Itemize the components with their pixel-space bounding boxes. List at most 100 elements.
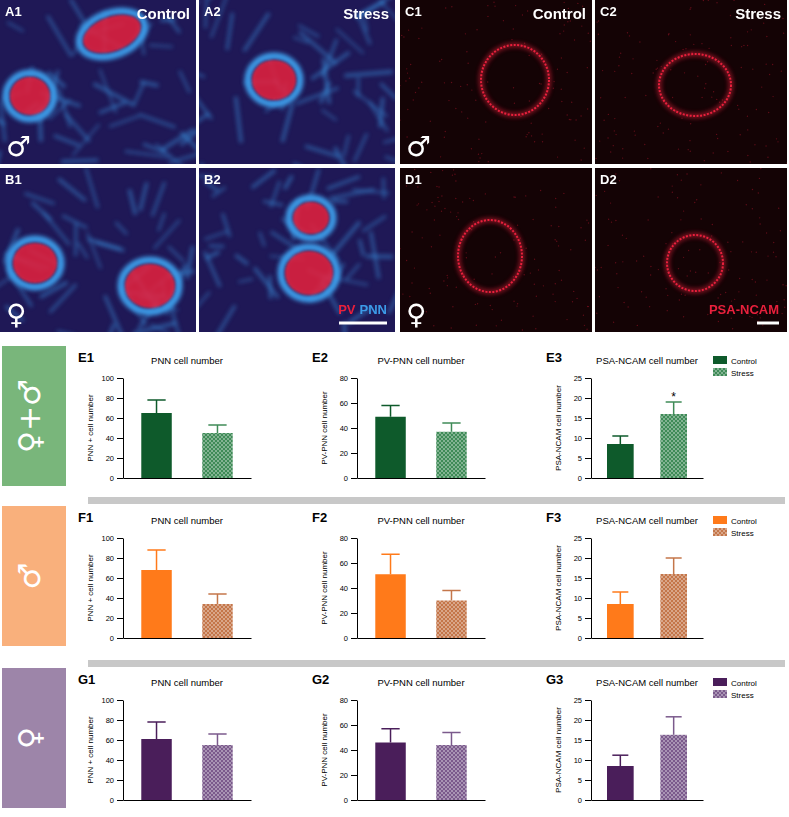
texture-fiber <box>99 102 126 113</box>
texture-dot <box>747 155 748 156</box>
image-content <box>0 0 196 164</box>
texture-dot <box>655 68 656 69</box>
y-tick-label: 60 <box>106 414 114 423</box>
cell <box>9 239 61 287</box>
texture-dot <box>572 301 573 302</box>
y-tick: 20 <box>340 771 357 780</box>
texture-dot <box>543 285 544 286</box>
texture-dot <box>707 61 708 62</box>
texture-dot <box>752 68 753 69</box>
plot-marks <box>141 722 232 800</box>
texture-dot <box>406 260 407 261</box>
error-bar-cap <box>612 591 628 593</box>
texture-fiber <box>109 116 139 127</box>
texture-fiber <box>199 1 200 10</box>
texture <box>0 0 196 164</box>
y-tick-mark <box>585 760 591 761</box>
y-tick-label: 15 <box>574 414 582 423</box>
error-bar-stem <box>156 400 158 413</box>
y-tick: 40 <box>340 584 357 593</box>
texture-dot <box>559 33 560 34</box>
texture-dot <box>610 202 611 203</box>
texture-dot <box>656 60 657 61</box>
texture-dot <box>604 191 605 192</box>
texture-dot <box>722 99 723 100</box>
y-tick: 80 <box>106 554 123 563</box>
scale-bar <box>757 322 779 325</box>
texture-fiber <box>293 163 319 164</box>
texture-dot <box>534 284 535 285</box>
error-bar <box>147 550 165 570</box>
y-tick-mark <box>117 800 123 801</box>
texture-dot <box>478 154 479 155</box>
texture-dot <box>602 70 603 71</box>
y-tick-mark <box>351 700 357 701</box>
error-bar <box>381 729 399 743</box>
y-tick: 0 <box>344 796 357 805</box>
y-tick-mark <box>117 760 123 761</box>
texture-fiber <box>125 151 171 157</box>
texture-dot <box>781 313 782 314</box>
texture-dot <box>456 216 457 217</box>
image-background <box>400 168 592 332</box>
image-panel: C2Stress <box>595 0 788 164</box>
texture-dot <box>632 58 633 59</box>
texture-dot <box>751 29 752 30</box>
texture-dot <box>600 97 601 98</box>
error-bar-cap <box>208 593 226 595</box>
y-tick-mark <box>351 613 357 614</box>
y-tick: 40 <box>106 594 123 603</box>
texture-dot <box>728 269 729 270</box>
texture-fiber <box>205 231 228 239</box>
texture-dot <box>657 196 658 197</box>
error-bar-cap <box>666 716 682 718</box>
texture-fiber <box>344 135 349 157</box>
texture-dot <box>595 267 596 268</box>
texture-dot <box>657 67 658 68</box>
texture-dot <box>409 78 410 79</box>
texture-dot <box>540 190 541 191</box>
texture-dot <box>557 69 558 70</box>
error-bar-stem <box>451 733 453 746</box>
texture-dot <box>566 72 567 73</box>
image-background <box>199 0 395 164</box>
chart-title: PV-PNN cell number <box>377 515 464 526</box>
texture-fiber <box>0 151 1 164</box>
texture-dot <box>458 219 459 220</box>
y-tick-mark <box>585 800 591 801</box>
texture-dot <box>766 63 767 64</box>
texture-dot <box>704 88 705 89</box>
cell <box>659 54 731 116</box>
texture-dot <box>600 267 601 268</box>
texture-dot <box>491 273 492 274</box>
texture-dot <box>438 186 439 187</box>
y-tick-mark <box>585 780 591 781</box>
figure: A1Control♂A2StressB1♀B2PVPNNC1Control♂C2… <box>0 0 789 817</box>
texture-dot <box>754 144 755 145</box>
y-tick: 40 <box>340 424 357 433</box>
error-bar <box>612 436 628 444</box>
error-bar <box>208 734 226 745</box>
texture-dot <box>477 303 478 304</box>
texture-dot <box>566 114 567 115</box>
y-axis-line <box>591 701 592 801</box>
texture-fiber <box>199 95 212 119</box>
y-tick-mark <box>585 740 591 741</box>
texture-dot <box>622 148 623 149</box>
texture-fiber <box>209 305 235 332</box>
texture-dot <box>407 109 408 110</box>
texture-dot <box>752 208 753 209</box>
texture-dot <box>603 120 604 121</box>
y-tick: 60 <box>340 559 357 568</box>
error-bar-cap <box>381 554 399 556</box>
texture-dot <box>684 72 685 73</box>
texture-dot <box>705 83 706 84</box>
y-tick-mark <box>351 378 357 379</box>
y-tick-mark <box>117 438 123 439</box>
legend-swatch <box>713 368 727 376</box>
y-tick-mark <box>585 638 591 639</box>
error-bar-stem <box>390 406 392 417</box>
texture-dot <box>746 204 747 205</box>
y-tick-mark <box>585 598 591 599</box>
cell <box>248 56 300 104</box>
